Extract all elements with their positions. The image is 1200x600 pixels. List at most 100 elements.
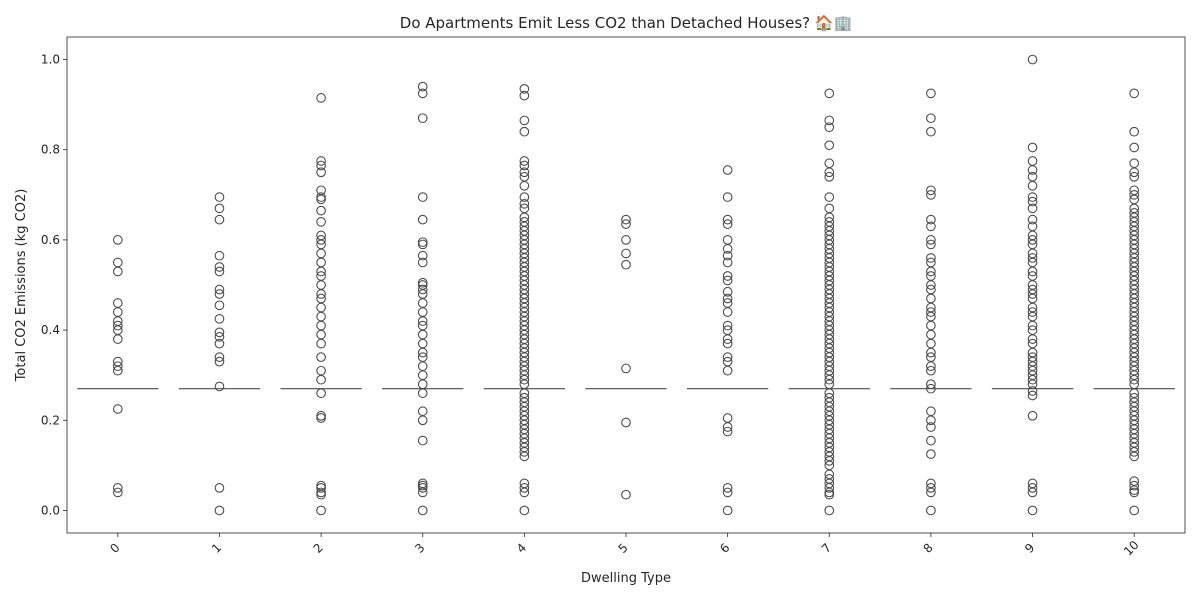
outlier-point [722, 165, 733, 175]
x-tick-label: 3 [412, 541, 427, 556]
outlier-point [1027, 142, 1038, 153]
outlier-point [214, 289, 225, 299]
outlier-point [926, 483, 936, 493]
outlier-point [1129, 158, 1140, 169]
outlier-point [722, 334, 733, 344]
outlier-point [112, 320, 123, 331]
outlier-point [1027, 487, 1038, 498]
outlier-point [926, 189, 936, 200]
outlier-point [214, 300, 225, 311]
outlier-point [316, 320, 326, 331]
outlier-point [824, 167, 835, 178]
outlier-point [519, 451, 530, 462]
outlier-point [824, 158, 835, 169]
outlier-point [1129, 485, 1140, 496]
outlier-layer [112, 54, 1140, 516]
outlier-point [214, 356, 225, 367]
outlier-point [1027, 307, 1038, 317]
outlier-point [417, 361, 428, 372]
x-axis-label: Dwelling Type [581, 571, 671, 586]
outlier-point [417, 307, 428, 317]
outlier-point [1027, 203, 1038, 214]
outlier-point [316, 483, 326, 493]
outlier-point [519, 167, 530, 178]
outlier-point [722, 320, 733, 331]
outlier-point [722, 505, 733, 516]
outlier-point [417, 338, 428, 349]
outlier-point [621, 248, 631, 259]
outlier-point [926, 221, 936, 232]
outlier-point [722, 338, 733, 349]
outlier-point [926, 329, 936, 340]
outlier-point [417, 277, 428, 288]
outlier-point [621, 214, 631, 225]
outlier-point [417, 505, 428, 516]
outlier-point [1129, 446, 1140, 457]
outlier-point [1027, 54, 1038, 65]
outlier-point [926, 88, 936, 99]
outlier-point [1129, 487, 1140, 498]
outlier-point [722, 286, 733, 297]
outlier-point [214, 214, 225, 225]
outlier-point [519, 374, 530, 385]
outlier-point [926, 320, 936, 331]
outlier-point [621, 259, 631, 270]
outlier-point [417, 113, 428, 124]
outlier-point [926, 266, 936, 277]
outlier-point [722, 426, 733, 437]
outlier-point [1129, 126, 1140, 137]
outlier-point [316, 388, 326, 399]
outlier-point [824, 88, 835, 99]
outlier-point [722, 487, 733, 498]
outlier-point [1027, 180, 1038, 191]
x-tick-label: 4 [514, 541, 529, 556]
outlier-point [417, 192, 428, 202]
outlier-point [722, 413, 733, 423]
outlier-point [519, 115, 530, 126]
outlier-point [722, 422, 733, 432]
outlier-point [316, 302, 326, 313]
outlier-point [112, 257, 123, 268]
outlier-point [417, 316, 428, 326]
outlier-point [519, 505, 530, 516]
x-tick-label: 1 [209, 541, 224, 556]
outlier-point [621, 363, 631, 374]
outlier-point [926, 307, 936, 317]
outlier-point [1027, 196, 1038, 207]
outlier-point [824, 171, 835, 182]
outlier-point [1027, 410, 1038, 421]
outlier-point [926, 235, 936, 245]
outlier-point [1027, 165, 1038, 175]
outlier-point [519, 126, 530, 137]
outlier-point [722, 275, 733, 286]
outlier-point [1027, 390, 1038, 401]
outlier-point [316, 248, 326, 259]
outlier-point [316, 365, 326, 376]
outlier-point [926, 239, 936, 250]
outlier-point [824, 374, 835, 385]
outlier-point [316, 217, 326, 227]
outlier-point [1129, 451, 1140, 462]
outlier-point [1027, 320, 1038, 331]
outlier-point [824, 140, 835, 151]
outlier-point [1027, 334, 1038, 344]
outlier-point [722, 293, 733, 304]
y-tick-label: 0.4 [41, 323, 60, 337]
outlier-point [824, 483, 835, 493]
outlier-point [417, 237, 428, 248]
outlier-point [621, 489, 631, 500]
outlier-point [214, 250, 225, 261]
outlier-point [417, 284, 428, 295]
plot-area [66, 36, 1186, 534]
outlier-point [214, 483, 225, 493]
x-tick-label: 2 [311, 541, 326, 556]
outlier-point [926, 214, 936, 225]
outlier-point [112, 307, 123, 317]
outlier-point [214, 284, 225, 295]
outlier-point [214, 262, 225, 272]
outlier-point [112, 266, 123, 277]
outlier-point [722, 250, 733, 261]
outlier-point [417, 250, 428, 261]
outlier-point [417, 239, 428, 250]
